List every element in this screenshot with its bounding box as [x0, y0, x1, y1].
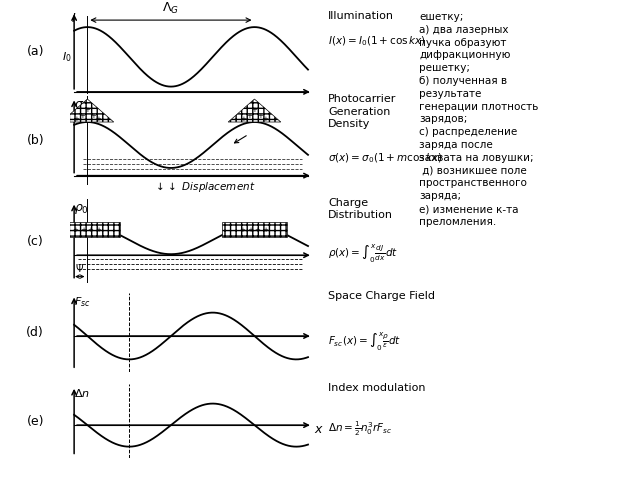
Text: $\Lambda_G$: $\Lambda_G$	[163, 0, 179, 15]
Text: +: +	[257, 113, 263, 119]
Text: + +: + +	[88, 227, 102, 233]
Text: + +: + +	[73, 227, 87, 233]
Text: +: +	[84, 107, 90, 113]
Text: Space Charge Field: Space Charge Field	[328, 291, 435, 301]
Text: $\rho_0$: $\rho_0$	[74, 202, 90, 216]
Text: $\sigma$: $\sigma$	[74, 98, 84, 111]
Text: Index modulation: Index modulation	[328, 383, 426, 393]
Text: Illumination: Illumination	[328, 12, 394, 21]
Text: $\rho(x) = \int_0^x \frac{dJ}{dx} dt$: $\rho(x) = \int_0^x \frac{dJ}{dx} dt$	[328, 243, 398, 265]
Text: $F_{sc}(x) = \int_0^x \frac{\rho}{\varepsilon} dt$: $F_{sc}(x) = \int_0^x \frac{\rho}{\varep…	[328, 331, 401, 353]
Text: (d): (d)	[26, 326, 44, 339]
Text: (e): (e)	[26, 415, 44, 428]
Text: $I$: $I$	[70, 12, 76, 25]
Polygon shape	[228, 99, 281, 122]
Text: $I_0$: $I_0$	[61, 50, 71, 64]
Text: $F_{sc}$: $F_{sc}$	[74, 295, 91, 309]
Text: Photocarrier
Generation
Density: Photocarrier Generation Density	[328, 94, 397, 129]
Text: +: +	[262, 116, 269, 122]
Text: + +: + +	[255, 227, 269, 233]
Text: +: +	[252, 107, 257, 113]
Text: (b): (b)	[26, 134, 44, 147]
Text: + +: + +	[240, 227, 254, 233]
Text: $\sigma(x) = \sigma_0(1 + m\cos kx)$: $\sigma(x) = \sigma_0(1 + m\cos kx)$	[328, 151, 443, 165]
Text: ешетку;
а) два лазерных
пучка образуют
дифракционную
решетку;
б) полученная в
ре: ешетку; а) два лазерных пучка образуют д…	[419, 12, 539, 227]
Text: +: +	[74, 116, 79, 122]
Text: $x$: $x$	[314, 422, 323, 435]
Text: (a): (a)	[26, 45, 44, 58]
Text: $\Psi$: $\Psi$	[76, 262, 84, 274]
Polygon shape	[55, 222, 120, 238]
Text: $\downarrow\downarrow$ Displacement: $\downarrow\downarrow$ Displacement	[153, 180, 255, 194]
Text: $\Delta n = \frac{1}{2} n_0^3 r F_{sc}$: $\Delta n = \frac{1}{2} n_0^3 r F_{sc}$	[328, 420, 392, 438]
Polygon shape	[61, 99, 114, 122]
Text: $\Delta n$: $\Delta n$	[74, 387, 90, 399]
Polygon shape	[222, 222, 287, 238]
Text: Charge
Distribution: Charge Distribution	[328, 198, 393, 220]
Text: +: +	[90, 113, 96, 119]
Text: +: +	[246, 113, 252, 119]
Text: $I(x) = I_0(1 + \cos kx)$: $I(x) = I_0(1 + \cos kx)$	[328, 35, 426, 48]
Text: +: +	[95, 116, 102, 122]
Text: +: +	[241, 116, 246, 122]
Text: +: +	[79, 113, 84, 119]
Text: (c): (c)	[27, 235, 44, 248]
